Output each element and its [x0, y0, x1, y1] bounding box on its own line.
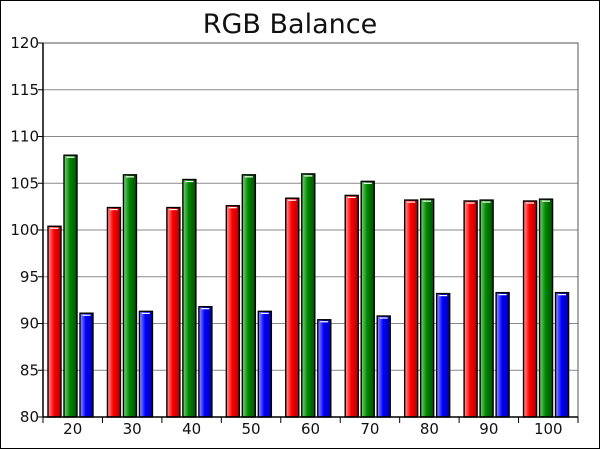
y-axis-ticks: 80 85 90 95 100 105 110 115 120 — [10, 34, 43, 426]
bar-80-2 — [435, 292, 451, 418]
bar-100-1 — [538, 198, 554, 418]
bar-80-1 — [419, 198, 435, 418]
y-tick-label: 120 — [10, 34, 39, 52]
bar-20-2 — [79, 312, 94, 418]
bar-30-0 — [106, 206, 122, 418]
x-tick-label: 70 — [360, 420, 379, 438]
bars — [47, 154, 570, 418]
y-tick-label: 80 — [20, 408, 39, 426]
bar-20-0 — [47, 225, 62, 418]
x-tick-label: 40 — [182, 420, 201, 438]
bar-50-0 — [225, 204, 241, 418]
bar-90-1 — [479, 199, 494, 418]
bar-30-2 — [138, 310, 154, 418]
bar-100-2 — [554, 291, 570, 418]
y-tick-label: 110 — [10, 128, 39, 146]
y-tick-label: 90 — [20, 315, 39, 333]
bar-50-2 — [257, 310, 273, 418]
x-tick-label: 30 — [123, 420, 142, 438]
chart-title: RGB Balance — [203, 9, 377, 40]
y-tick-label: 95 — [20, 268, 39, 286]
bar-60-1 — [301, 173, 316, 418]
bar-40-2 — [198, 305, 213, 418]
bar-50-1 — [241, 174, 257, 418]
bar-80-0 — [403, 199, 419, 418]
y-tick-label: 105 — [10, 174, 39, 192]
bar-70-2 — [376, 315, 391, 418]
bar-30-1 — [122, 174, 138, 418]
bar-40-1 — [182, 178, 197, 418]
bar-60-0 — [285, 197, 300, 418]
bar-90-2 — [495, 291, 510, 418]
y-tick-label: 100 — [10, 221, 39, 239]
x-axis-ticks: 20 30 40 50 60 70 80 90 100 — [42, 417, 579, 438]
bar-100-0 — [522, 200, 538, 418]
x-tick-label: 100 — [534, 420, 563, 438]
bar-70-0 — [344, 194, 359, 418]
bar-70-1 — [360, 180, 375, 418]
x-tick-label: 20 — [63, 420, 82, 438]
x-tick-label: 80 — [420, 420, 439, 438]
y-tick-label: 85 — [20, 361, 39, 379]
x-tick-label: 50 — [242, 420, 261, 438]
y-tick-label: 115 — [10, 81, 39, 99]
bar-60-2 — [317, 319, 332, 418]
x-tick-label: 90 — [479, 420, 498, 438]
bar-20-1 — [63, 154, 78, 418]
bar-90-0 — [463, 200, 478, 418]
bar-40-0 — [166, 206, 181, 418]
x-tick-label: 60 — [301, 420, 320, 438]
